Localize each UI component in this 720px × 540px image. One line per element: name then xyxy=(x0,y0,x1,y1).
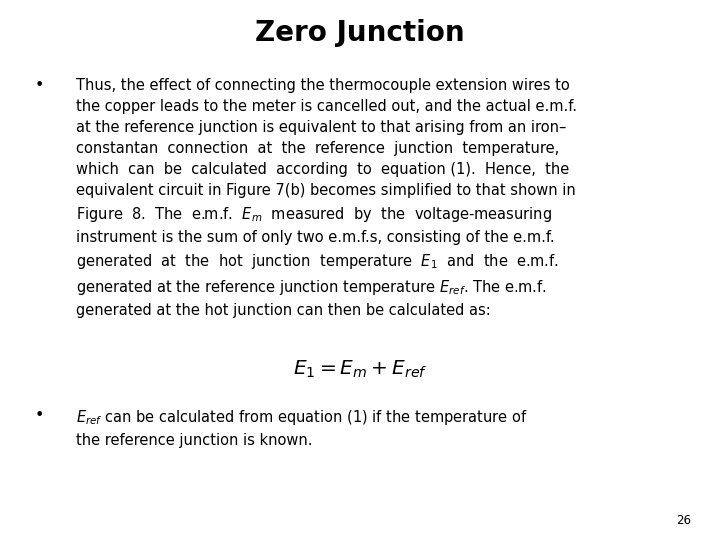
Text: Zero Junction: Zero Junction xyxy=(255,19,465,47)
Text: $E_{ref}$ can be calculated from equation (1) if the temperature of
the referenc: $E_{ref}$ can be calculated from equatio… xyxy=(76,408,527,448)
Text: 26: 26 xyxy=(676,514,691,526)
Text: •: • xyxy=(35,408,45,423)
Text: Thus, the effect of connecting the thermocouple extension wires to
the copper le: Thus, the effect of connecting the therm… xyxy=(76,78,577,318)
Text: $E_1 = E_m + E_{ref}$: $E_1 = E_m + E_{ref}$ xyxy=(293,359,427,380)
Text: •: • xyxy=(35,78,45,93)
